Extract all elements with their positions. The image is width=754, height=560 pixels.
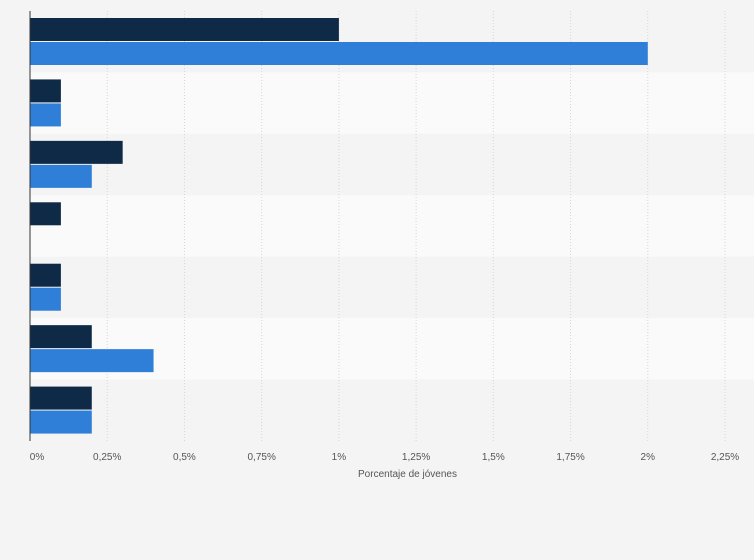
x-tick-label: 1,25% [402,452,430,463]
row-bands [30,11,754,441]
bar-series-1 [30,263,61,287]
x-tick-label: 0% [30,452,45,463]
x-tick-label: 1,5% [482,452,505,463]
row-band [30,133,754,196]
x-tick-label: 0,5% [173,452,196,463]
bar-series-1 [30,140,123,164]
bar-series-2 [30,287,61,311]
bar-series-2 [30,410,92,434]
row-band [30,256,754,319]
x-tick-label: 1,75% [556,452,584,463]
x-tick-label: 0,75% [247,452,275,463]
bar-series-2 [30,103,61,127]
bar-series-2 [30,349,154,373]
x-tick-label: 1% [332,452,347,463]
bar-series-1 [30,386,92,410]
bar-series-1 [30,202,61,226]
row-band [30,195,754,257]
bars [30,18,648,434]
bar-series-2 [30,164,92,188]
bar-series-1 [30,18,339,41]
x-tick-label: 2% [641,452,656,463]
x-tick-label: 2,25% [711,452,739,463]
row-band [30,72,754,134]
bar-series-2 [30,42,648,65]
x-axis-title: Porcentaje de jóvenes [358,469,457,480]
x-axis-ticks: 0% 0,25% 0,5% 0,75% 1% 1,25% 1,5% 1,75% 2% 2,25% [30,452,740,463]
bar-series-1 [30,79,61,103]
x-tick-label: 0,25% [93,452,121,463]
bar-series-1 [30,325,92,349]
row-band [30,379,754,441]
